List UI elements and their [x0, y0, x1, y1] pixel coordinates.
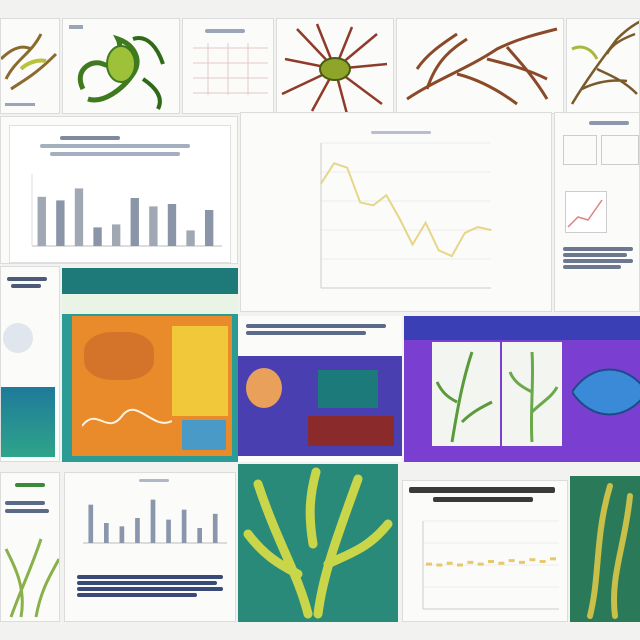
brown-branch-illustration: [406, 27, 558, 106]
brown-branch-tile: [396, 18, 564, 114]
scatter-point: [467, 560, 474, 564]
teal-block: [318, 370, 378, 408]
scatter-point: [426, 562, 432, 566]
shell-illustration: [3, 323, 33, 353]
branch-illustration-right: [570, 20, 639, 105]
small-chart-preview-tile: [182, 18, 274, 114]
scatter-point: [529, 558, 536, 562]
series-line: [320, 162, 492, 258]
green-kelp-illustration: [69, 25, 165, 110]
ocean-image: [1, 387, 55, 457]
kelp-illustration: [587, 483, 633, 619]
orange-circle: [246, 368, 282, 408]
line-point: [333, 162, 335, 165]
seaweed-sketch-illustration: [1, 33, 58, 106]
bar: [204, 210, 214, 246]
bar: [166, 519, 171, 543]
left-sea-panel: [0, 266, 60, 462]
line-point: [437, 249, 440, 252]
bar-chart: [31, 174, 222, 247]
line-point: [424, 221, 427, 224]
line-chart: [320, 142, 492, 289]
seaweed-frond-illustration: [243, 467, 393, 619]
scatter-point: [550, 557, 556, 561]
line-point: [320, 182, 322, 185]
bar: [56, 200, 65, 246]
line-point: [450, 255, 453, 257]
purple-panel: [238, 356, 402, 456]
blue-thumbnail: [182, 420, 226, 450]
bar: [74, 188, 84, 246]
bar: [130, 198, 139, 246]
bar: [88, 504, 94, 543]
line-point: [477, 226, 479, 228]
scatter-point: [457, 563, 463, 567]
violet-algae-slide: [404, 316, 640, 462]
scatter-chart-doc: [402, 480, 568, 622]
bar: [212, 513, 218, 543]
mini-plot-3: [565, 191, 607, 233]
scatter-point: [488, 559, 494, 563]
red-root-illustration: [281, 23, 388, 113]
small-bar-chart-doc: [64, 472, 236, 622]
right-info-panel: [554, 112, 640, 312]
line-point: [464, 232, 466, 234]
seagrass-illustration: [4, 538, 59, 618]
yellow-card: [172, 326, 228, 416]
red-block: [308, 416, 394, 446]
slide-subheader: [62, 294, 238, 314]
line-point: [398, 217, 401, 220]
green-seaweed-photo: [238, 464, 398, 622]
scatter-point: [519, 560, 525, 564]
scatter-point: [446, 561, 453, 565]
scatter-point: [539, 559, 546, 563]
bar: [93, 227, 102, 246]
bar: [104, 523, 109, 543]
bar: [149, 206, 158, 246]
bar: [111, 224, 121, 246]
small-bar-chart: [83, 499, 227, 544]
red-root-tile: [276, 18, 394, 114]
violet-header: [404, 316, 640, 340]
scatter-chart: [422, 520, 559, 610]
orange-panel: [72, 316, 232, 456]
mini-plot-1: [563, 135, 597, 165]
bar: [197, 528, 202, 543]
line-point: [359, 201, 362, 204]
line-point: [372, 204, 375, 207]
bar: [167, 204, 177, 246]
line-point: [385, 194, 388, 196]
bar: [37, 196, 46, 246]
line-point: [346, 166, 348, 169]
purple-slide: [238, 316, 402, 462]
branch-illustration-right-tile: [566, 18, 640, 114]
seagrass-doc: [0, 472, 60, 622]
orange-slide: [62, 268, 238, 462]
bar: [150, 499, 156, 543]
wave-line: [82, 408, 172, 427]
slide-header: [62, 268, 238, 294]
orange-blob: [84, 332, 154, 380]
bar: [119, 526, 125, 543]
kelp-photo-right: [570, 476, 640, 622]
blue-fish-illustration: [572, 368, 640, 416]
line-point: [490, 229, 492, 231]
green-kelp-tile: [62, 18, 180, 114]
scatter-point: [477, 562, 484, 566]
scatter-point: [508, 559, 515, 563]
bar-chart-panel: [0, 116, 238, 264]
line-chart-panel: [240, 112, 552, 312]
algae-card-2: [502, 342, 562, 446]
seaweed-sketch-tile: [0, 18, 60, 114]
algae-card-1: [432, 342, 500, 446]
mini-plot-2: [601, 135, 639, 165]
bar: [135, 518, 140, 543]
line-point: [411, 243, 414, 246]
small-chart-preview: [193, 43, 268, 95]
scatter-point: [436, 563, 443, 567]
scatter-point: [498, 561, 505, 565]
bar: [181, 509, 187, 543]
bar: [186, 230, 195, 246]
